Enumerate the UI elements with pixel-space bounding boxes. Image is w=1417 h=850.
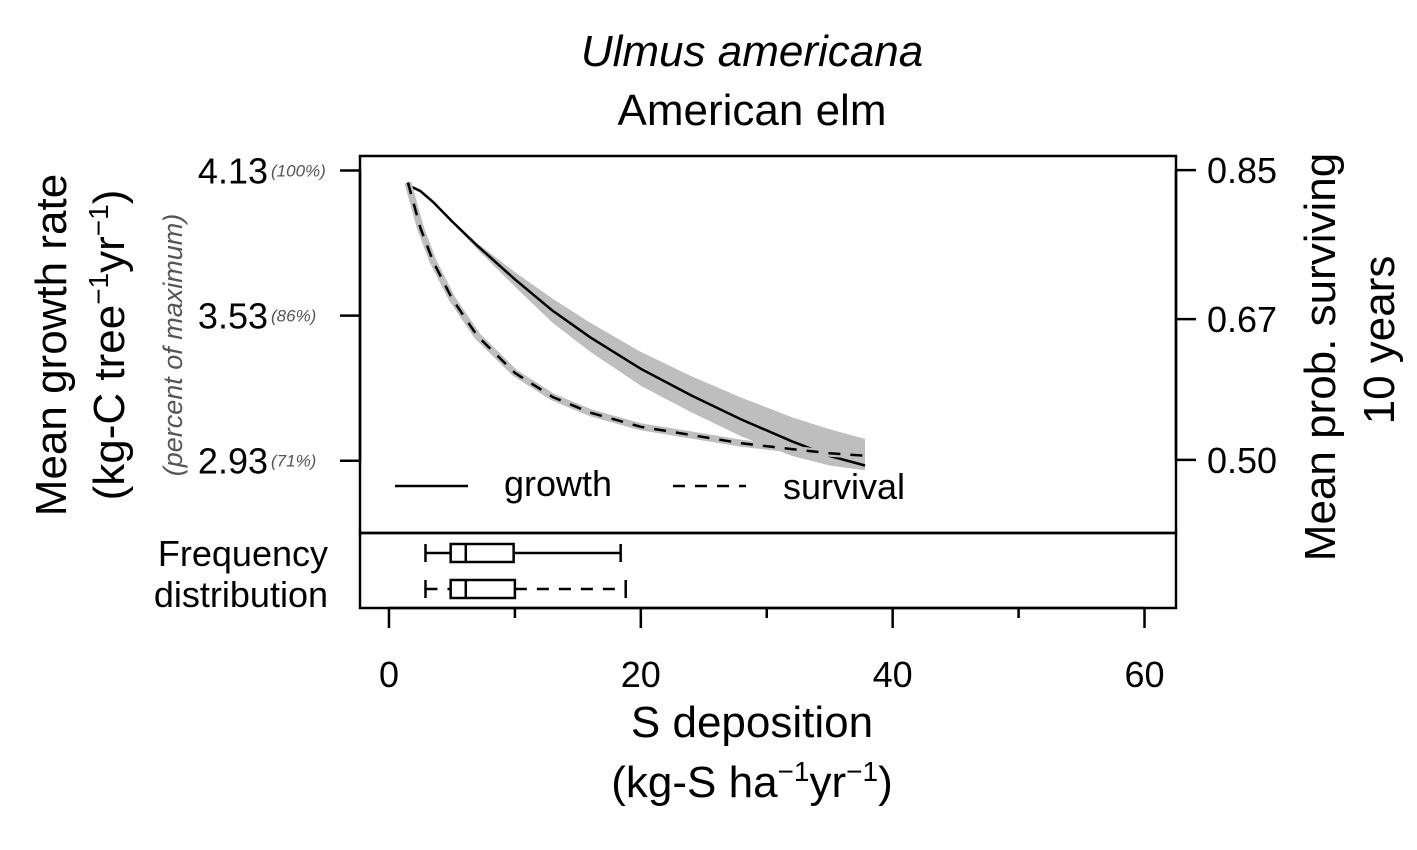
survival-box — [449, 578, 517, 600]
series-line-layer — [404, 181, 866, 467]
growth-confidence-band — [407, 185, 865, 471]
survival-line — [406, 182, 866, 457]
left-y-tick-percent: (86%) — [271, 307, 316, 326]
right-y-tick-label: 0.50 — [1207, 440, 1277, 481]
right-y-axis-label-line1: Mean prob. surviving — [1296, 153, 1345, 561]
legend-survival-label: survival — [783, 466, 905, 507]
confidence-band-layer — [407, 185, 865, 471]
chart-title: Ulmus americana — [581, 27, 923, 76]
x-axis-label: S deposition — [631, 698, 873, 747]
chart-subtitle: American elm — [618, 86, 887, 135]
left-y-axis-label: Mean growth rate — [27, 174, 76, 516]
left-y-tick-label: 2.93 — [198, 441, 268, 482]
left-y-tick-label: 4.13 — [198, 151, 268, 192]
distribution-label-line2: distribution — [154, 574, 328, 615]
right-y-axis-label-line2: 10 years — [1355, 256, 1404, 425]
growth-line — [407, 183, 866, 467]
legend-growth-label: growth — [504, 463, 612, 504]
legend: growth survival — [395, 463, 905, 507]
x-tick-label: 40 — [873, 654, 913, 695]
survival-confidence-band — [404, 181, 866, 460]
x-tick-label: 0 — [379, 654, 399, 695]
right-y-tick-label: 0.67 — [1207, 299, 1277, 340]
x-tick-label: 20 — [621, 654, 661, 695]
left-y-axis: 4.13 (100%) 3.53 (86%) 2.93 (71%) — [198, 151, 362, 482]
x-tick-label: 60 — [1124, 654, 1164, 695]
left-y-tick-percent: (100%) — [271, 162, 326, 181]
distribution-label-line1: Frequency — [158, 533, 328, 574]
x-axis: 0 20 40 60 — [379, 606, 1165, 695]
growth-box — [449, 542, 515, 564]
right-y-axis: 0.85 0.67 0.50 — [1174, 150, 1277, 481]
left-y-tick-percent: (71%) — [271, 452, 316, 471]
left-y-axis-note: (percent of maximum) — [158, 214, 188, 477]
left-y-axis-unit: (kg-C tree−1yr−1) — [83, 190, 134, 501]
x-axis-unit: (kg-S ha−1yr−1) — [611, 756, 892, 807]
right-y-tick-label: 0.85 — [1207, 150, 1277, 191]
distribution-boxplots — [424, 542, 627, 600]
left-y-tick-label: 3.53 — [198, 296, 268, 337]
